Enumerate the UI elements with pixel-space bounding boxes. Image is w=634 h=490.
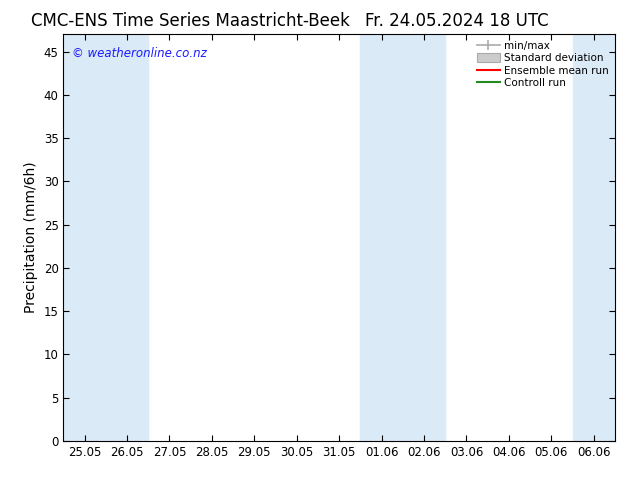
Bar [63, 34, 106, 441]
Text: © weatheronline.co.nz: © weatheronline.co.nz [72, 47, 207, 59]
Bar [573, 34, 615, 441]
Text: CMC-ENS Time Series Maastricht-Beek: CMC-ENS Time Series Maastricht-Beek [31, 12, 349, 30]
Bar [106, 34, 148, 441]
Bar [403, 34, 445, 441]
Text: Fr. 24.05.2024 18 UTC: Fr. 24.05.2024 18 UTC [365, 12, 548, 30]
Legend: min/max, Standard deviation, Ensemble mean run, Controll run: min/max, Standard deviation, Ensemble me… [473, 36, 613, 93]
Bar [360, 34, 403, 441]
Y-axis label: Precipitation (mm/6h): Precipitation (mm/6h) [24, 162, 38, 314]
